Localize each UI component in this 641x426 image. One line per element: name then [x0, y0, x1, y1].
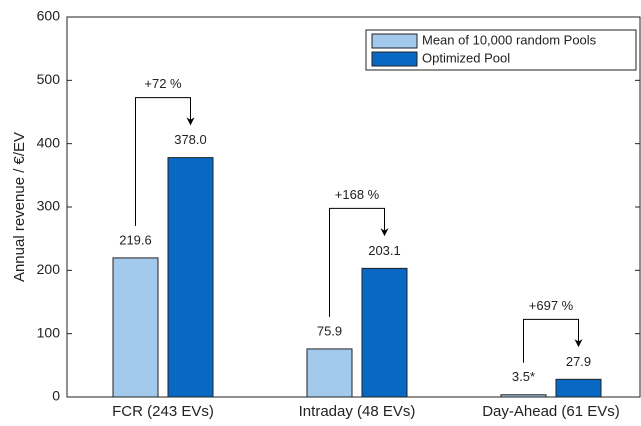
- y-tick-label: 600: [37, 8, 61, 24]
- bar: [500, 394, 547, 398]
- value-label: 219.6: [119, 232, 152, 247]
- y-tick-label: 400: [37, 134, 61, 150]
- annotation-arrow: [523, 318, 583, 363]
- x-tick-label: Intraday (48 EVs): [299, 403, 416, 420]
- x-tick-label: Day-Ahead (61 EVs): [482, 403, 620, 420]
- legend-label: Mean of 10,000 random Pools: [422, 32, 597, 47]
- annotation-arrow: [135, 97, 195, 226]
- annotation-arrow: [329, 207, 389, 317]
- annotation: +72 %: [144, 76, 182, 91]
- bar: [361, 267, 408, 398]
- value-label: 378.0: [174, 132, 207, 147]
- value-label: 3.5*: [512, 369, 535, 384]
- y-axis-label: Annual revenue / €/EV: [11, 132, 28, 282]
- bar: [306, 348, 353, 398]
- legend: Mean of 10,000 random Pools Optimized Poo…: [365, 29, 637, 71]
- y-tick-label: 200: [37, 261, 61, 277]
- legend-label: Optimized Pool: [422, 50, 510, 65]
- bar: [167, 157, 214, 398]
- value-label: 203.1: [368, 243, 401, 258]
- value-label: 27.9: [566, 354, 591, 369]
- x-tick-label: FCR (243 EVs): [112, 403, 214, 420]
- annotation: +168 %: [335, 187, 380, 202]
- bar: [112, 257, 159, 398]
- y-tick-label: 300: [37, 198, 61, 214]
- value-label: 75.9: [317, 323, 342, 338]
- y-tick-label: 0: [52, 388, 60, 404]
- annotation: +697 %: [529, 298, 574, 313]
- legend-swatch: [371, 33, 418, 49]
- bar: [555, 378, 602, 398]
- y-tick-label: 100: [37, 324, 61, 340]
- y-tick-label: 500: [37, 71, 61, 87]
- legend-swatch: [371, 51, 418, 67]
